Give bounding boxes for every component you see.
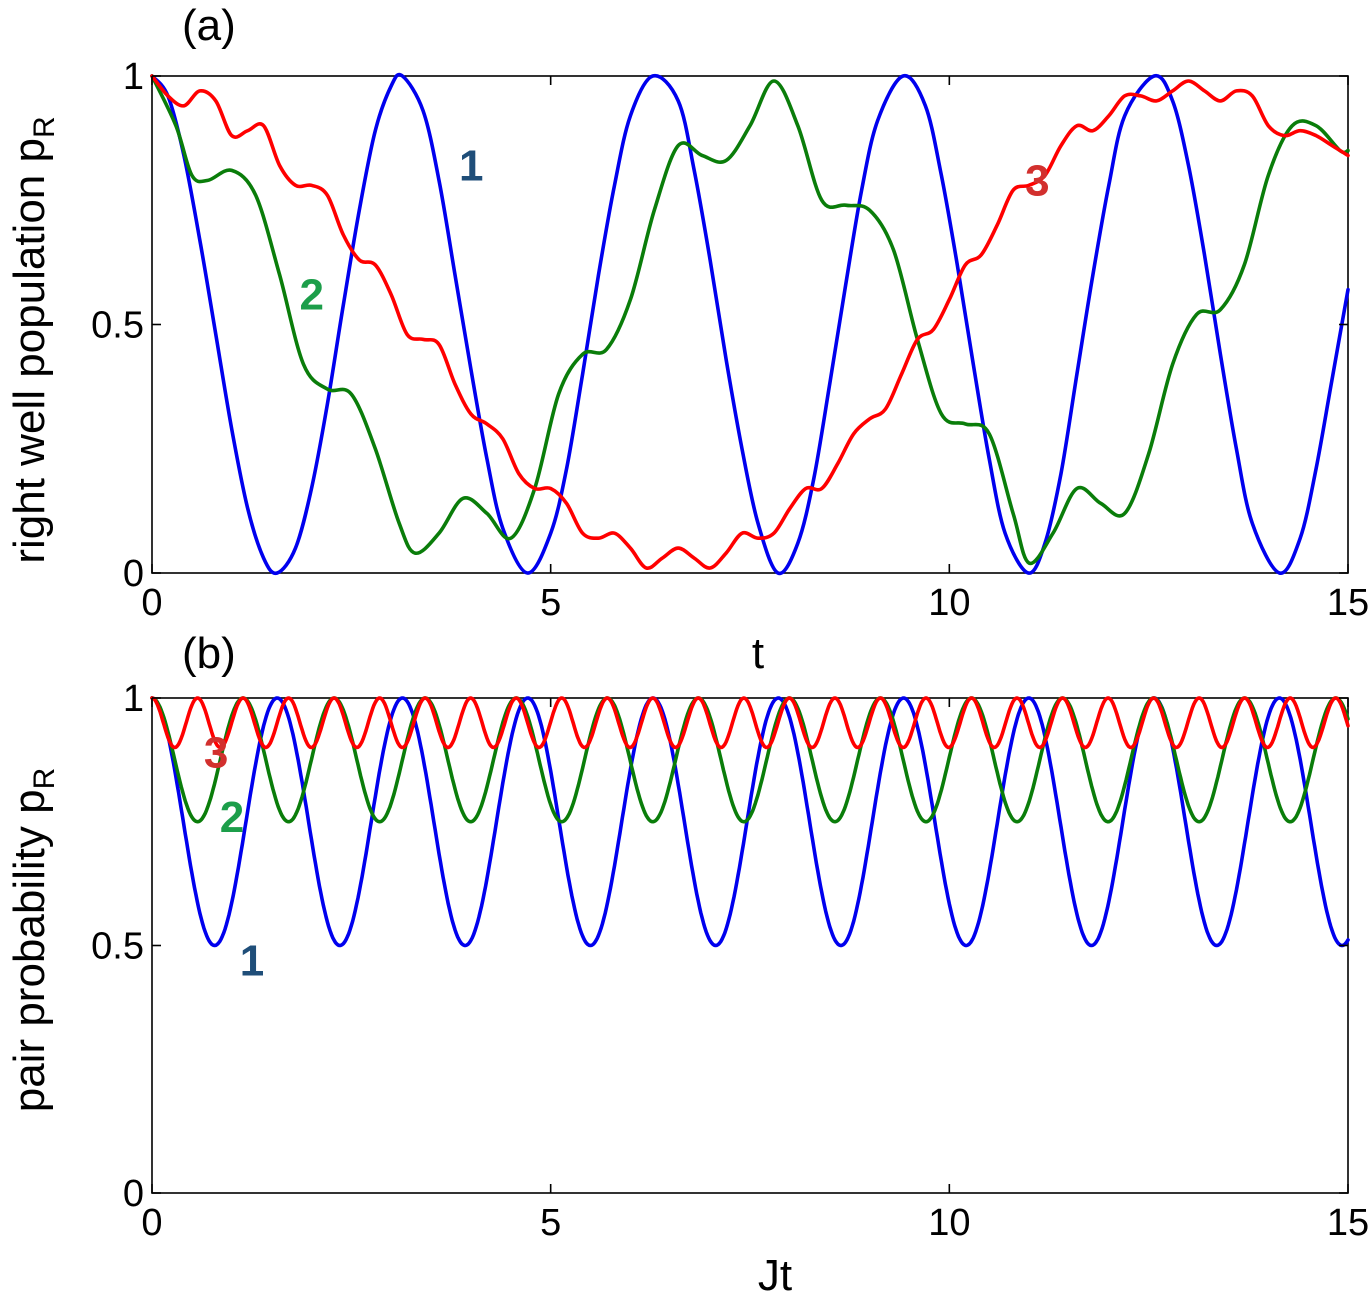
- panel-a: (a) 0 5 10 15 0 0.5 1 1 2 3 t right well populat…: [5, 1, 1369, 678]
- panel-a-series-2-line: [150, 74, 1350, 566]
- panel-b-ytick-label: 0.5: [91, 926, 144, 968]
- panel-a-ylabel: right well population pR: [5, 116, 61, 563]
- panel-b-ytick-label: 0: [123, 1173, 144, 1215]
- panel-b-ytick-label: 1: [123, 678, 144, 720]
- panel-b: (b) 0 5 10 15 0 0.5 1 1 2 3 Jt pair probability …: [5, 629, 1369, 1294]
- panel-b-frame: [151, 697, 1349, 1194]
- panel-a-xtick-label: 5: [540, 582, 561, 624]
- panel-b-xtick-label: 5: [540, 1202, 561, 1244]
- panel-a-xtick-label: 10: [928, 582, 970, 624]
- panel-a-ytick-label: 0: [123, 553, 144, 595]
- panel-b-ylabel-sub: R: [28, 768, 61, 790]
- panel-a-series-2-label: 2: [300, 271, 324, 320]
- panel-a-series-3-label: 3: [1025, 156, 1049, 205]
- panel-b-series-3-label: 3: [204, 728, 228, 777]
- panel-a-series-1-line: [150, 72, 1350, 576]
- panel-b-xtick-label: 0: [141, 1202, 162, 1244]
- panel-a-xtick-label: 0: [141, 582, 162, 624]
- panel-b-series-3-line: [150, 696, 1350, 750]
- panel-b-series-group: [150, 696, 1350, 948]
- panel-a-ticks-group: 0 5 10 15 0 0.5 1: [91, 56, 1369, 624]
- panel-a-series-3-line: [150, 74, 1350, 570]
- panel-a-label: (a): [182, 1, 236, 50]
- panel-a-ylabel-sub: R: [28, 116, 61, 138]
- panel-a-xtick-label: 15: [1327, 582, 1369, 624]
- panel-b-xlabel: Jt: [758, 1251, 792, 1294]
- panel-b-ylabel-main: pair probability p: [5, 789, 54, 1112]
- panel-b-xtick-label: 15: [1327, 1202, 1369, 1244]
- panel-a-series-1-label: 1: [459, 141, 483, 190]
- panel-b-ylabel: pair probability pR: [5, 768, 61, 1113]
- panel-a-curve-labels-group: 1 2 3: [300, 141, 1050, 319]
- panel-a-ylabel-main: right well population p: [5, 138, 54, 564]
- panel-b-label: (b): [182, 629, 236, 678]
- panel-b-series-1-label: 1: [240, 936, 264, 985]
- panel-a-ytick-label: 1: [123, 56, 144, 98]
- panel-a-ytick-label: 0.5: [91, 305, 144, 347]
- panel-b-xtick-label: 10: [928, 1202, 970, 1244]
- panel-b-curve-labels-group: 1 2 3: [204, 728, 264, 985]
- panel-b-ticks-group: 0 5 10 15 0 0.5 1: [91, 678, 1369, 1244]
- panel-a-frame: [151, 75, 1349, 574]
- panel-a-xlabel: t: [752, 629, 764, 678]
- panel-b-series-2-label: 2: [220, 793, 244, 842]
- panel-a-series-group: [150, 72, 1350, 576]
